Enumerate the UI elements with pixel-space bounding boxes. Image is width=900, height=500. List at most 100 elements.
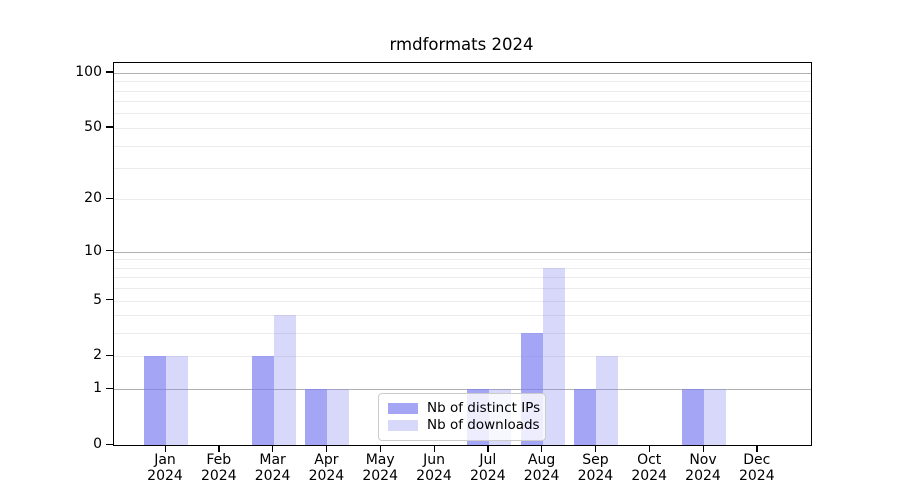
bar-distinct-ips: [305, 389, 328, 445]
x-tick-label: Mar 2024: [243, 452, 303, 484]
x-tick-mark: [541, 446, 543, 452]
x-tick-label: Nov 2024: [673, 452, 733, 484]
bar-downloads: [542, 267, 565, 445]
x-tick-mark: [648, 446, 651, 452]
gridline-minor: [114, 81, 811, 83]
y-tick-label: 50: [84, 118, 102, 135]
gridline-minor: [114, 168, 811, 169]
gridline-minor: [114, 333, 811, 335]
gridline-minor: [114, 199, 811, 201]
x-tick-month: Nov: [689, 452, 717, 468]
y-tick-mark: [106, 126, 113, 128]
gridline-major: [114, 72, 811, 74]
x-tick-year: 2024: [254, 468, 291, 484]
legend-label: Nb of distinct IPs: [427, 400, 541, 416]
x-tick-mark: [702, 446, 704, 452]
x-tick-mark: [272, 446, 274, 452]
x-tick-mark: [379, 446, 382, 452]
x-tick-month: Aug: [527, 452, 556, 468]
bar-distinct-ips: [574, 389, 597, 445]
x-tick-label: Jul 2024: [458, 452, 518, 484]
gridline-minor: [114, 300, 811, 302]
gridline-minor: [114, 277, 811, 279]
x-tick-label: Oct 2024: [619, 452, 679, 484]
x-tick-year: 2024: [738, 468, 775, 484]
bar-downloads: [273, 315, 296, 445]
x-tick-month: May: [365, 452, 395, 468]
bar-downloads: [327, 389, 350, 445]
y-tick-label: 2: [93, 347, 102, 364]
legend-label: Nb of downloads: [427, 417, 540, 433]
bar-distinct-ips: [144, 356, 166, 445]
x-tick-year: 2024: [147, 468, 183, 484]
legend-item: Nb of downloads: [388, 417, 540, 434]
x-tick-month: Jul: [479, 452, 497, 468]
gridline-major: [114, 389, 811, 391]
y-tick-mark: [106, 250, 113, 252]
x-tick-month: Feb: [206, 452, 232, 468]
x-tick-month: Oct: [637, 452, 662, 468]
legend-swatch: [388, 403, 418, 414]
gridline-minor: [114, 90, 811, 92]
y-tick-label: 20: [84, 190, 102, 207]
x-tick-label: Jan 2024: [135, 452, 195, 484]
y-tick-mark: [106, 197, 113, 200]
x-tick-month: Dec: [743, 452, 771, 468]
x-tick-label: Apr 2024: [296, 452, 356, 484]
x-tick-year: 2024: [469, 468, 506, 484]
x-tick-label: May 2024: [350, 452, 410, 484]
x-tick-year: 2024: [685, 468, 721, 484]
y-tick-label: 1: [93, 380, 102, 397]
x-tick-month: Jan: [154, 452, 176, 468]
x-tick-label: Sep 2024: [565, 452, 625, 484]
x-tick-month: Mar: [259, 452, 286, 468]
gridline-minor: [114, 267, 811, 269]
legend: Nb of distinct IPs Nb of downloads: [378, 393, 546, 441]
y-tick-mark: [106, 354, 113, 357]
x-tick-year: 2024: [631, 468, 667, 484]
gridline-minor: [114, 288, 811, 289]
gridline-minor: [114, 145, 811, 147]
legend-item: Nb of distinct IPs: [388, 400, 540, 417]
gridline-minor: [114, 127, 811, 129]
x-tick-mark: [756, 446, 758, 452]
bar-distinct-ips: [251, 356, 274, 445]
x-tick-mark: [487, 446, 489, 452]
x-tick-year: 2024: [308, 468, 345, 484]
x-tick-mark: [325, 446, 328, 452]
gridline-minor: [114, 259, 811, 261]
chart-title: rmdformats 2024: [389, 35, 534, 54]
gridline-minor: [114, 356, 811, 358]
y-tick-mark: [106, 443, 113, 445]
y-tick-mark: [106, 387, 113, 389]
bar-downloads: [166, 356, 188, 445]
x-tick-year: 2024: [200, 468, 237, 484]
x-tick-label: Aug 2024: [512, 452, 572, 484]
y-tick-label: 100: [75, 63, 102, 80]
x-tick-month: Apr: [314, 452, 339, 468]
gridline-minor: [114, 113, 811, 115]
y-tick-label: 5: [93, 291, 102, 308]
x-tick-year: 2024: [577, 468, 614, 484]
legend-swatch: [388, 420, 418, 431]
y-tick-mark: [106, 71, 113, 73]
plot-area: Nb of distinct IPs Nb of downloads: [113, 62, 812, 446]
x-tick-month: Jun: [423, 452, 445, 468]
x-tick-mark: [164, 446, 166, 452]
x-tick-year: 2024: [362, 468, 398, 484]
x-tick-year: 2024: [523, 468, 560, 484]
y-tick-label: 10: [84, 242, 102, 259]
x-tick-mark: [594, 446, 597, 452]
y-tick-label: 0: [93, 436, 102, 452]
bar-downloads: [704, 389, 726, 445]
y-tick-mark: [106, 299, 113, 301]
bar-downloads: [596, 356, 619, 445]
bar-distinct-ips: [682, 389, 704, 445]
x-tick-mark: [218, 446, 220, 452]
x-tick-mark: [433, 446, 435, 452]
gridline-minor: [114, 315, 811, 317]
x-tick-year: 2024: [416, 468, 452, 484]
x-tick-label: Feb 2024: [189, 452, 249, 484]
x-tick-month: Sep: [582, 452, 609, 468]
